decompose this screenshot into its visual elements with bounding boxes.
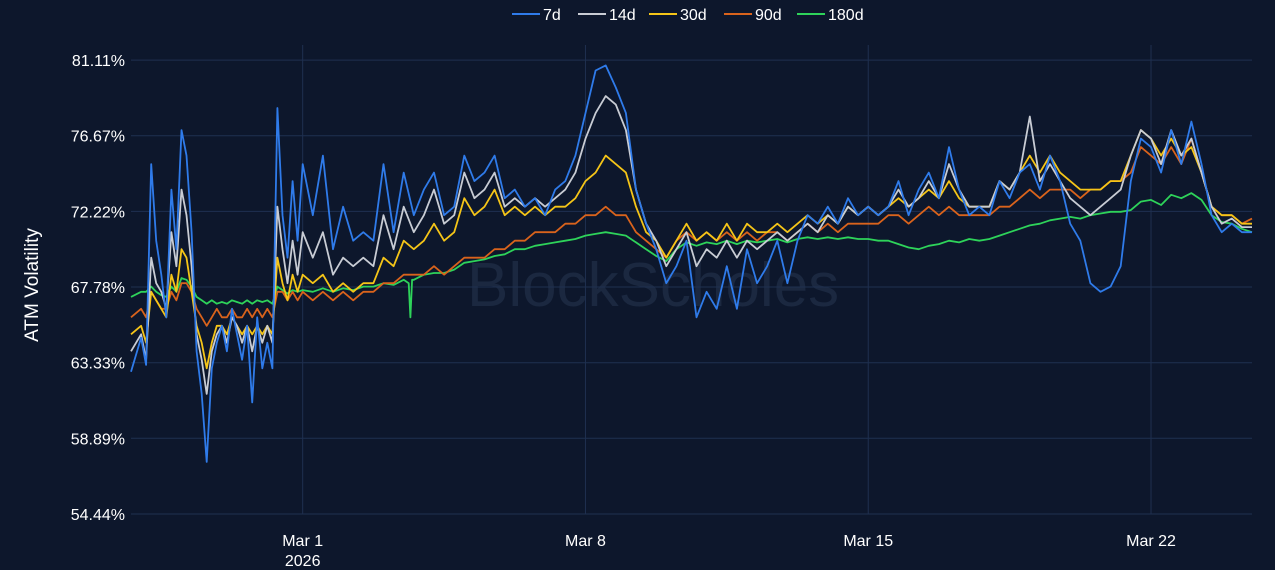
series-line-14d <box>130 95 1252 395</box>
legend-label: 14d <box>609 7 636 24</box>
x-tick-label: Mar 1 <box>282 533 323 550</box>
x-tick-label: Mar 15 <box>843 533 893 550</box>
legend: 7d 14d 30d 90d 180d <box>512 7 864 24</box>
series-line-90d <box>130 137 1253 327</box>
legend-item-90d[interactable]: 90d <box>724 7 782 24</box>
x-tick-year-label: 2026 <box>285 553 321 570</box>
series-layer <box>130 64 1253 463</box>
y-axis-ticks: 81.11% 76.67% 72.22% 67.78% 63.33% 58.89% 54.4… <box>71 53 125 524</box>
x-axis-ticks: Mar 1 2026 Mar 8 Mar 15 Mar 22 <box>282 533 1176 570</box>
y-tick-label: 63.33% <box>71 356 125 373</box>
legend-label: 180d <box>828 7 864 24</box>
y-tick-label: 58.89% <box>71 431 125 448</box>
legend-item-180d[interactable]: 180d <box>797 7 864 24</box>
legend-label: 90d <box>755 7 782 24</box>
legend-item-7d[interactable]: 7d <box>512 7 561 24</box>
y-tick-label: 54.44% <box>71 507 125 524</box>
y-tick-label: 72.22% <box>71 204 125 221</box>
x-tick-label: Mar 22 <box>1126 533 1176 550</box>
legend-item-14d[interactable]: 14d <box>578 7 636 24</box>
y-tick-label: 76.67% <box>71 129 125 146</box>
x-tick-label: Mar 8 <box>565 533 606 550</box>
y-tick-label: 67.78% <box>71 280 125 297</box>
series-line-180d <box>130 192 1253 319</box>
chart-grid <box>131 45 1252 515</box>
watermark: BlockScholes <box>467 251 839 320</box>
y-tick-label: 81.11% <box>72 53 125 70</box>
series-line-7d <box>130 64 1252 463</box>
legend-label: 7d <box>543 7 561 24</box>
y-axis-title: ATM Volatility <box>22 228 43 342</box>
legend-item-30d[interactable]: 30d <box>649 7 707 24</box>
legend-label: 30d <box>680 7 707 24</box>
